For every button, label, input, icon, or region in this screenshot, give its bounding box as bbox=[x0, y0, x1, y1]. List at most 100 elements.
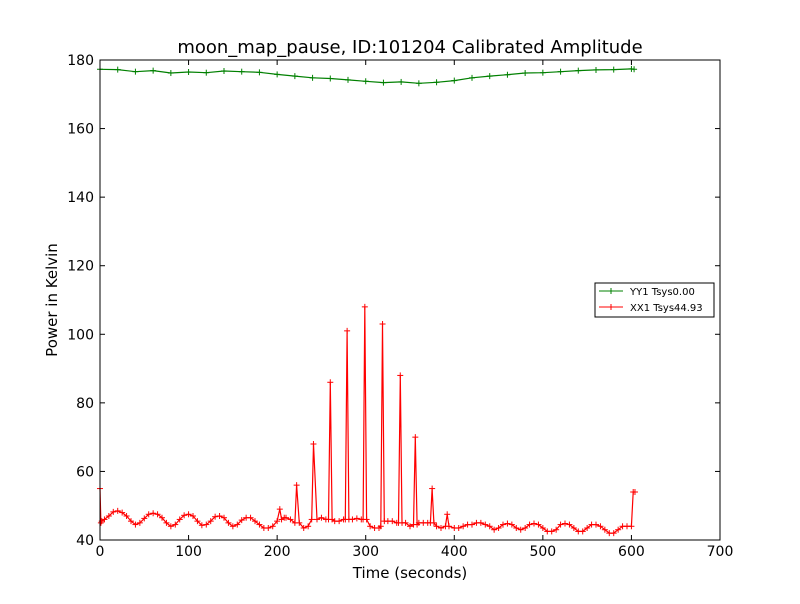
data-point-marker bbox=[336, 518, 343, 525]
data-point-marker bbox=[136, 519, 143, 526]
data-point-marker bbox=[579, 528, 586, 535]
x-axis-label: Time (seconds) bbox=[352, 564, 468, 582]
data-point-marker bbox=[593, 66, 599, 73]
x-tick-label: 700 bbox=[707, 544, 734, 560]
data-point-marker bbox=[132, 68, 139, 75]
data-point-marker bbox=[415, 80, 422, 87]
data-point-marker bbox=[548, 528, 555, 535]
data-point-marker bbox=[429, 485, 436, 492]
data-point-marker bbox=[101, 516, 108, 523]
data-point-marker bbox=[203, 69, 210, 76]
legend-box bbox=[594, 282, 715, 318]
data-point-marker bbox=[407, 523, 413, 530]
data-point-marker bbox=[110, 508, 117, 515]
data-point-marker bbox=[203, 521, 210, 528]
data-point-marker bbox=[430, 519, 437, 526]
plot-area-frame bbox=[99, 59, 721, 541]
data-point-marker bbox=[433, 79, 440, 86]
data-point-marker bbox=[610, 530, 617, 537]
x-tick-label: 100 bbox=[175, 544, 202, 560]
data-point-marker bbox=[172, 521, 179, 528]
data-point-marker bbox=[296, 519, 303, 526]
data-point-marker bbox=[557, 68, 564, 75]
data-point-marker bbox=[310, 441, 317, 447]
data-point-marker bbox=[194, 518, 201, 525]
data-point-marker bbox=[477, 519, 484, 526]
data-point-marker bbox=[141, 515, 148, 522]
data-point-marker bbox=[105, 513, 112, 519]
data-point-marker bbox=[628, 523, 635, 530]
y-tick-label: 60 bbox=[76, 464, 94, 480]
data-point-marker bbox=[287, 516, 294, 523]
data-point-marker bbox=[159, 514, 165, 521]
data-point-marker bbox=[291, 73, 298, 80]
chart-title: moon_map_pause, ID:101204 Calibrated Amp… bbox=[177, 37, 642, 58]
data-point-marker bbox=[566, 521, 573, 528]
legend-label-yy1: YY1 Tsys0.00 bbox=[629, 287, 695, 298]
data-point-marker bbox=[119, 509, 126, 516]
data-point-marker bbox=[221, 67, 227, 74]
data-point-marker bbox=[500, 521, 506, 528]
data-point-marker bbox=[553, 526, 560, 533]
data-point-marker bbox=[361, 303, 368, 310]
data-point-marker bbox=[225, 519, 232, 526]
data-point-marker bbox=[252, 518, 258, 525]
data-point-marker bbox=[327, 379, 334, 386]
data-point-marker bbox=[327, 75, 334, 82]
data-point-marker bbox=[314, 516, 320, 523]
data-point-marker bbox=[539, 525, 546, 531]
data-point-marker bbox=[176, 516, 183, 523]
data-point-marker bbox=[597, 523, 604, 530]
data-point-marker bbox=[185, 69, 192, 75]
data-point-marker bbox=[181, 512, 188, 519]
data-point-marker bbox=[504, 520, 511, 527]
data-point-marker bbox=[353, 515, 360, 522]
data-point-marker bbox=[445, 523, 452, 530]
data-point-marker bbox=[344, 327, 351, 334]
data-point-marker bbox=[460, 523, 467, 530]
data-point-marker bbox=[318, 514, 325, 521]
data-point-marker bbox=[238, 68, 245, 75]
data-point-marker bbox=[167, 523, 174, 530]
data-point-marker bbox=[274, 518, 281, 525]
y-tick-label: 180 bbox=[67, 53, 94, 69]
data-point-marker bbox=[584, 525, 591, 531]
data-point-marker bbox=[150, 510, 157, 517]
data-point-marker bbox=[469, 74, 475, 81]
data-point-marker bbox=[123, 513, 130, 519]
y-tick-label: 80 bbox=[76, 396, 94, 412]
data-point-marker bbox=[539, 69, 546, 76]
data-point-marker bbox=[207, 518, 214, 525]
data-point-marker bbox=[438, 525, 444, 531]
data-point-marker bbox=[128, 518, 134, 525]
data-point-marker bbox=[389, 518, 396, 525]
data-point-marker bbox=[247, 514, 254, 521]
data-point-marker bbox=[293, 482, 300, 489]
data-point-marker bbox=[198, 522, 205, 529]
data-point-marker bbox=[513, 525, 520, 531]
data-point-marker bbox=[154, 511, 161, 518]
data-point-marker bbox=[517, 526, 524, 533]
data-point-marker bbox=[444, 511, 451, 518]
data-point-marker bbox=[349, 516, 356, 523]
data-point-marker bbox=[305, 523, 312, 530]
data-point-marker bbox=[562, 520, 568, 527]
data-point-marker bbox=[190, 513, 196, 519]
data-point-marker bbox=[256, 69, 263, 76]
data-point-marker bbox=[495, 525, 502, 531]
data-point-marker bbox=[593, 521, 599, 528]
data-point-marker bbox=[482, 521, 489, 528]
data-point-marker bbox=[345, 76, 351, 83]
x-tick-label: 200 bbox=[264, 544, 291, 560]
y-axis-label: Power in Kelvin bbox=[43, 243, 61, 357]
data-point-marker bbox=[362, 78, 369, 85]
data-point-marker bbox=[469, 521, 475, 528]
data-point-marker bbox=[283, 514, 289, 521]
x-tick-label: 400 bbox=[441, 544, 468, 560]
data-point-marker bbox=[367, 523, 374, 530]
y-tick-label: 100 bbox=[67, 327, 94, 343]
data-point-marker bbox=[397, 372, 404, 379]
data-point-marker bbox=[216, 513, 223, 519]
